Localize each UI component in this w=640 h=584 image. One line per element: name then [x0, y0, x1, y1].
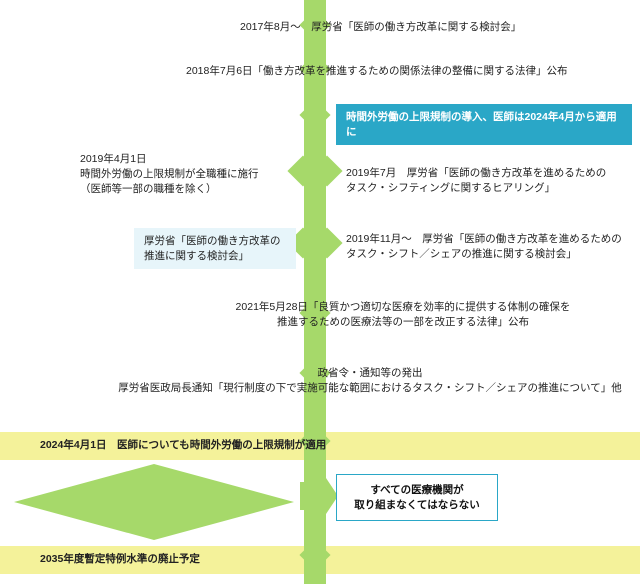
event-2019-04-01: 2019年4月1日 時間外労働の上限規制が全職種に施行 （医師等一部の職種を除く… — [80, 152, 259, 198]
line: 推進するための医療法等の一部を改正する法律」公布 — [277, 316, 529, 328]
line: タスク・シフティングに関するヒアリング」 — [346, 182, 555, 194]
event-ordinance: 政省令・通知等の発出 厚労省医政局長通知「現行制度の下で実施可能な範囲におけるタ… — [110, 366, 630, 396]
callout-diamond-left — [12, 462, 296, 542]
line: 2019年7月 厚労省「医師の働き方改革を進めるための — [346, 167, 606, 179]
line: 政省令・通知等の発出 — [318, 367, 423, 379]
callout-text — [12, 462, 296, 542]
line: 厚労省「医師の働き方改革の — [144, 235, 281, 247]
callout-box-right: すべての医療機関が 取り組まなくてはならない — [336, 474, 498, 521]
pill-overtime-cap: 時間外労働の上限規制の導入、医師は2024年4月から適用に — [336, 104, 632, 145]
event-2019-07: 2019年7月 厚労省「医師の働き方改革を進めるための タスク・シフティングに関… — [346, 166, 606, 196]
event-2021-05-28: 2021年5月28日「良質かつ適切な医療を効率的に提供する体制の確保を 推進する… — [208, 300, 598, 330]
event-2017-08: 2017年8月～ 厚労省「医師の働き方改革に関する検討会」 — [240, 20, 521, 35]
bar-2035: 2035年度暫定特例水準の廃止予定 — [40, 552, 200, 567]
line: タスク・シフト／シェアの推進に関する検討会」 — [346, 248, 577, 260]
line: 2019年11月～ 厚労省「医師の働き方改革を進めるための — [346, 233, 622, 245]
event-2019-11: 2019年11月～ 厚労省「医師の働き方改革を進めるための タスク・シフト／シェ… — [346, 232, 622, 262]
bar-2024-04-01: 2024年4月1日 医師についても時間外労働の上限規制が適用 — [40, 438, 326, 453]
line: 2019年4月1日 — [80, 153, 147, 165]
event-2018-07-06: 2018年7月6日「働き方改革を推進するための関係法律の整備に関する法律」公布 — [186, 64, 568, 79]
line: 取り組まなくてはならない — [354, 499, 479, 511]
arrow-right-icon — [300, 466, 340, 526]
timeline-diagram: 2017年8月～ 厚労省「医師の働き方改革に関する検討会」 2018年7月6日「… — [0, 0, 640, 584]
pill-mhlw-review: 厚労省「医師の働き方改革の 推進に関する検討会」 — [134, 228, 296, 269]
line: 2021年5月28日「良質かつ適切な医療を効率的に提供する体制の確保を — [236, 301, 571, 313]
line: 厚労省医政局長通知「現行制度の下で実施可能な範囲におけるタスク・シフト／シェアの… — [118, 382, 621, 394]
line: 時間外労働の上限規制が全職種に施行 — [80, 168, 259, 180]
line: （医師等一部の職種を除く） — [80, 183, 217, 195]
line: 推進に関する検討会」 — [144, 250, 249, 262]
line: すべての医療機関が — [370, 484, 463, 496]
